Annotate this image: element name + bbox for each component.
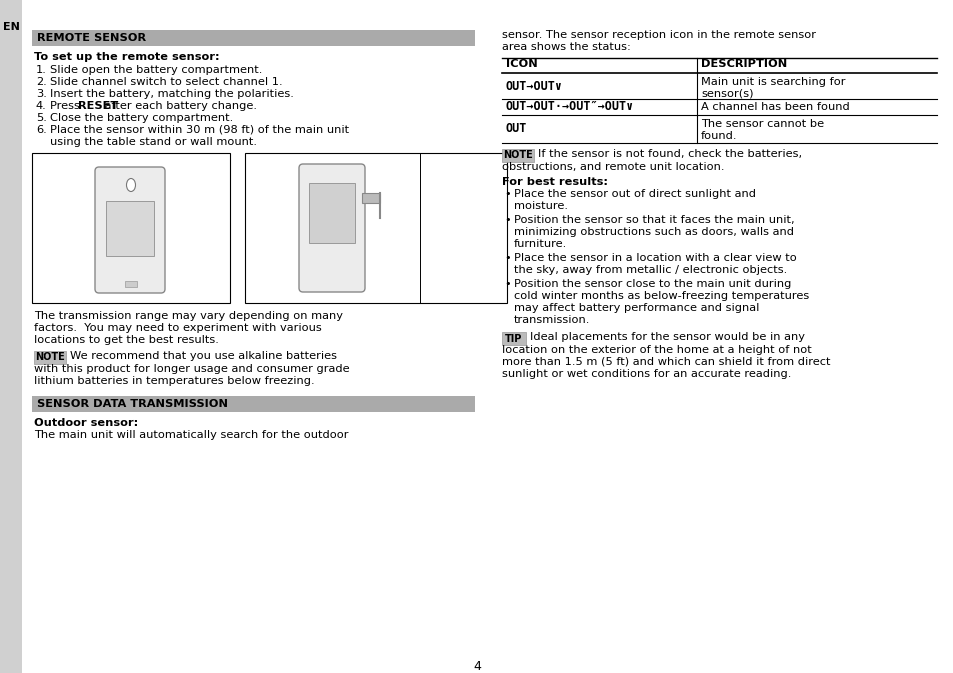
Text: the sky, away from metallic / electronic objects.: the sky, away from metallic / electronic… bbox=[514, 265, 786, 275]
Text: OUT→OUT∨: OUT→OUT∨ bbox=[505, 79, 562, 92]
Text: Position the sensor close to the main unit during: Position the sensor close to the main un… bbox=[514, 279, 791, 289]
Text: Place the sensor in a location with a clear view to: Place the sensor in a location with a cl… bbox=[514, 253, 796, 263]
Text: with this product for longer usage and consumer grade: with this product for longer usage and c… bbox=[34, 364, 349, 374]
Text: •: • bbox=[503, 279, 510, 289]
Bar bbox=[32, 396, 475, 412]
Text: Position the sensor so that it faces the main unit,: Position the sensor so that it faces the… bbox=[514, 215, 794, 225]
Bar bbox=[106, 201, 153, 256]
Text: more than 1.5 m (5 ft) and which can shield it from direct: more than 1.5 m (5 ft) and which can shi… bbox=[501, 357, 830, 367]
Text: ICON: ICON bbox=[505, 59, 537, 69]
Text: •: • bbox=[503, 189, 510, 199]
Text: Place the sensor out of direct sunlight and: Place the sensor out of direct sunlight … bbox=[514, 189, 755, 199]
Text: transmission.: transmission. bbox=[514, 315, 590, 325]
Bar bbox=[0, 0, 22, 673]
Ellipse shape bbox=[127, 178, 135, 192]
Bar bbox=[309, 183, 355, 243]
Text: •: • bbox=[503, 215, 510, 225]
Text: OUT: OUT bbox=[505, 122, 527, 135]
Text: NOTE: NOTE bbox=[502, 151, 533, 160]
Text: Press: Press bbox=[50, 101, 84, 111]
Text: sensor. The sensor reception icon in the remote sensor: sensor. The sensor reception icon in the… bbox=[501, 30, 815, 40]
Text: To set up the remote sensor:: To set up the remote sensor: bbox=[34, 52, 219, 62]
Text: We recommend that you use alkaline batteries: We recommend that you use alkaline batte… bbox=[70, 351, 336, 361]
Text: location on the exterior of the home at a height of not: location on the exterior of the home at … bbox=[501, 345, 811, 355]
Text: Slide open the battery compartment.: Slide open the battery compartment. bbox=[50, 65, 262, 75]
Text: OUT→OUT·→OUT″→OUT∨: OUT→OUT·→OUT″→OUT∨ bbox=[505, 100, 634, 114]
Text: factors.  You may need to experiment with various: factors. You may need to experiment with… bbox=[34, 323, 321, 333]
Bar bbox=[361, 193, 379, 203]
Text: 4.: 4. bbox=[36, 101, 47, 111]
Text: found.: found. bbox=[700, 131, 737, 141]
Text: If the sensor is not found, check the batteries,: If the sensor is not found, check the ba… bbox=[537, 149, 801, 159]
Text: after each battery change.: after each battery change. bbox=[100, 101, 256, 111]
Text: Ideal placements for the sensor would be in any: Ideal placements for the sensor would be… bbox=[530, 332, 804, 342]
Text: 6.: 6. bbox=[36, 125, 47, 135]
Text: 1.: 1. bbox=[36, 65, 47, 75]
Text: Main unit is searching for: Main unit is searching for bbox=[700, 77, 844, 87]
Text: 4: 4 bbox=[473, 660, 480, 673]
Bar bbox=[32, 153, 230, 303]
Text: sensor(s): sensor(s) bbox=[700, 89, 753, 99]
Text: The transmission range may vary depending on many: The transmission range may vary dependin… bbox=[34, 311, 343, 321]
FancyBboxPatch shape bbox=[95, 167, 165, 293]
Text: moisture.: moisture. bbox=[514, 201, 567, 211]
Text: lithium batteries in temperatures below freezing.: lithium batteries in temperatures below … bbox=[34, 376, 314, 386]
Text: RESET: RESET bbox=[77, 101, 118, 111]
Text: area shows the status:: area shows the status: bbox=[501, 42, 630, 52]
Bar bbox=[501, 149, 534, 162]
Text: 5.: 5. bbox=[36, 113, 47, 123]
Text: Outdoor sensor:: Outdoor sensor: bbox=[34, 418, 138, 428]
Text: locations to get the best results.: locations to get the best results. bbox=[34, 335, 218, 345]
Text: EN: EN bbox=[3, 22, 19, 32]
Text: For best results:: For best results: bbox=[501, 177, 607, 187]
Bar bbox=[125, 281, 137, 287]
Text: 3.: 3. bbox=[36, 89, 47, 99]
Bar bbox=[501, 332, 525, 345]
Text: A channel has been found: A channel has been found bbox=[700, 102, 849, 112]
Text: Slide channel switch to select channel 1.: Slide channel switch to select channel 1… bbox=[50, 77, 282, 87]
Text: using the table stand or wall mount.: using the table stand or wall mount. bbox=[50, 137, 256, 147]
Bar bbox=[34, 351, 66, 364]
Bar bbox=[245, 153, 506, 303]
Bar bbox=[32, 30, 475, 46]
Text: obstructions, and remote unit location.: obstructions, and remote unit location. bbox=[501, 162, 723, 172]
Text: •: • bbox=[503, 253, 510, 263]
Text: cold winter months as below-freezing temperatures: cold winter months as below-freezing tem… bbox=[514, 291, 808, 301]
Text: sunlight or wet conditions for an accurate reading.: sunlight or wet conditions for an accura… bbox=[501, 369, 791, 379]
Text: Close the battery compartment.: Close the battery compartment. bbox=[50, 113, 233, 123]
Text: TIP: TIP bbox=[505, 334, 522, 343]
Text: furniture.: furniture. bbox=[514, 239, 567, 249]
Text: NOTE: NOTE bbox=[35, 353, 65, 363]
Text: SENSOR DATA TRANSMISSION: SENSOR DATA TRANSMISSION bbox=[37, 399, 228, 409]
Text: The sensor cannot be: The sensor cannot be bbox=[700, 119, 823, 129]
Text: Insert the battery, matching the polarities.: Insert the battery, matching the polarit… bbox=[50, 89, 294, 99]
Text: Place the sensor within 30 m (98 ft) of the main unit: Place the sensor within 30 m (98 ft) of … bbox=[50, 125, 349, 135]
FancyBboxPatch shape bbox=[298, 164, 365, 292]
Text: DESCRIPTION: DESCRIPTION bbox=[700, 59, 786, 69]
Text: REMOTE SENSOR: REMOTE SENSOR bbox=[37, 33, 146, 43]
Text: minimizing obstructions such as doors, walls and: minimizing obstructions such as doors, w… bbox=[514, 227, 793, 237]
Text: The main unit will automatically search for the outdoor: The main unit will automatically search … bbox=[34, 430, 348, 440]
Text: may affect battery performance and signal: may affect battery performance and signa… bbox=[514, 303, 759, 313]
Text: 2.: 2. bbox=[36, 77, 47, 87]
